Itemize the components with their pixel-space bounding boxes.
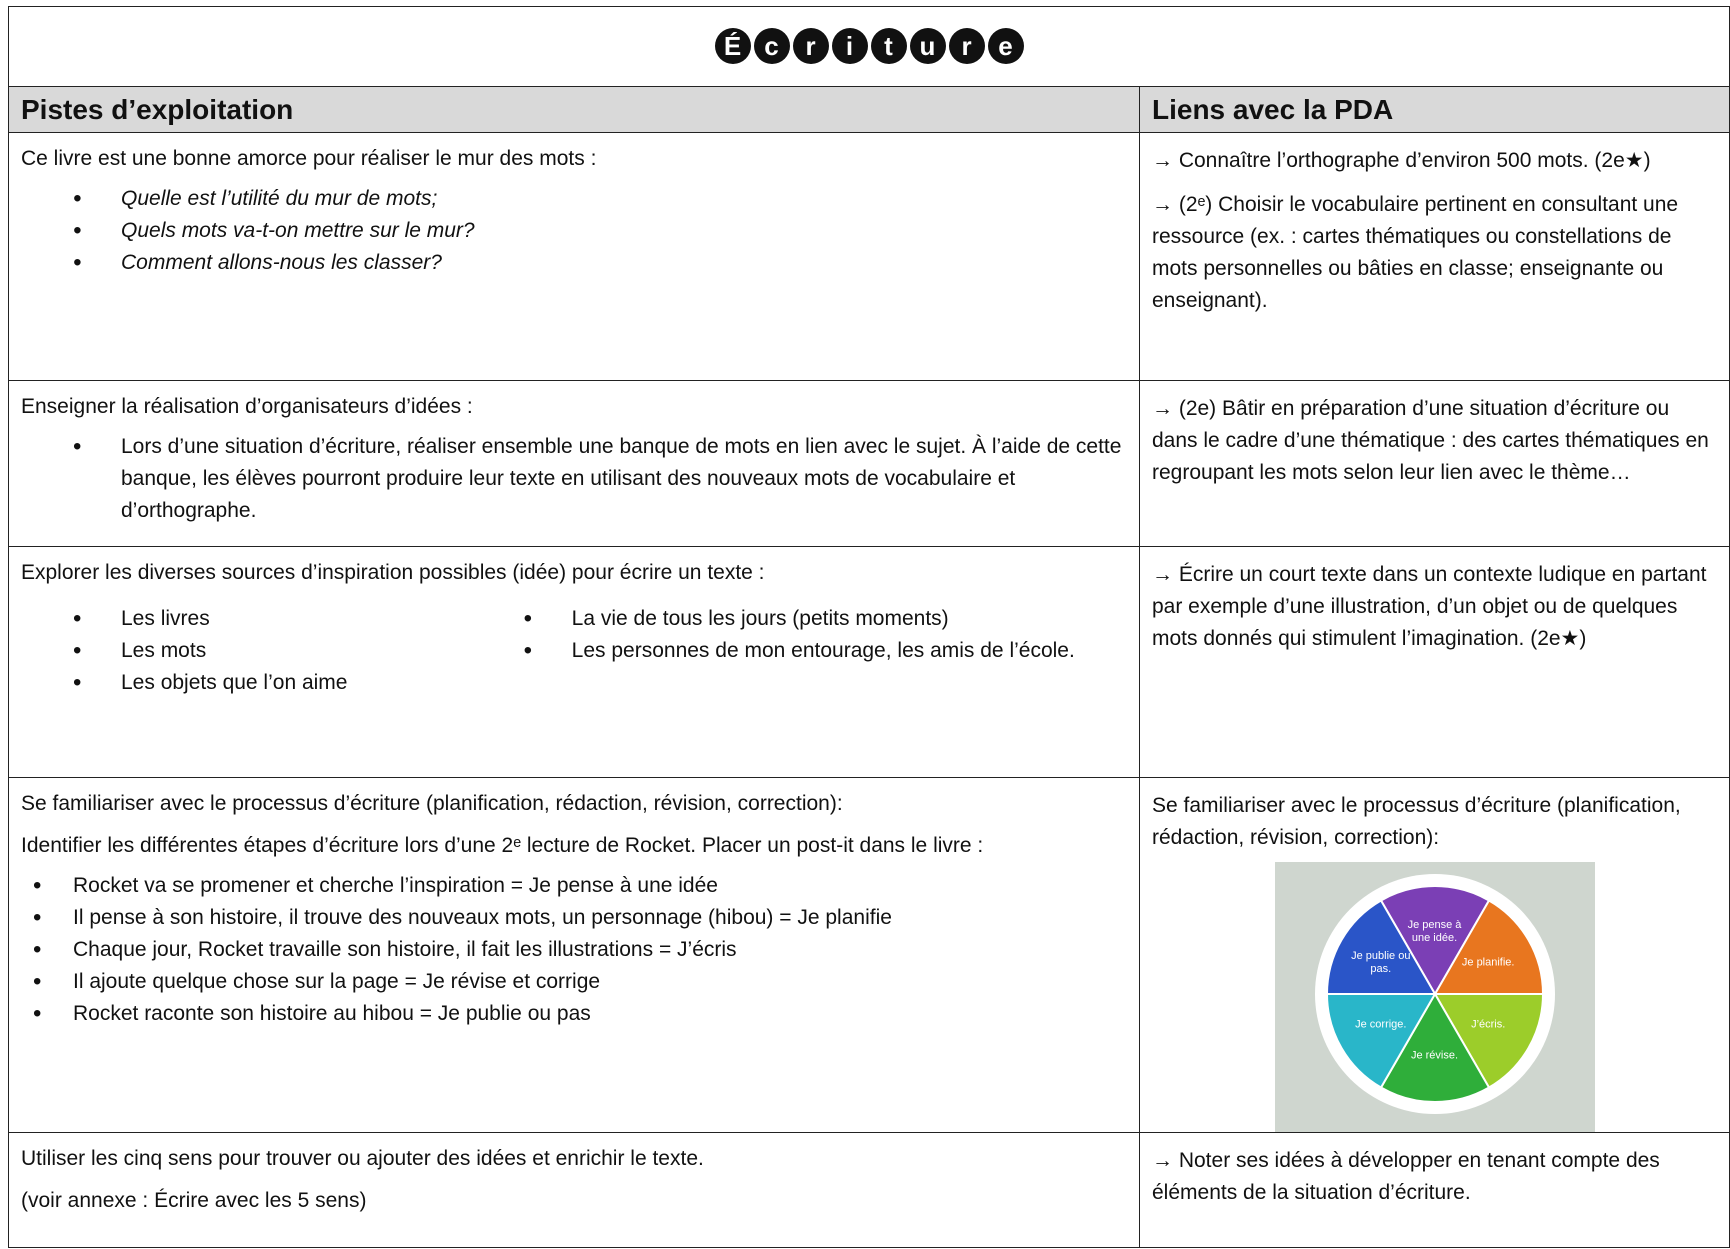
paragraph: Se familiariser avec le processus d’écri… <box>1152 794 1681 849</box>
paragraph: → Noter ses idées à développer en tenant… <box>1152 1149 1660 1204</box>
wheel-label: Je pense à une idée. <box>1407 919 1462 944</box>
cell: Ce livre est une bonne amorce pour réali… <box>8 132 1140 381</box>
paragraph: Identifier les différentes étapes d’écri… <box>21 834 984 857</box>
wheel-segment <box>1432 993 1544 1089</box>
bullet-item: Les mots <box>73 635 518 667</box>
header: Liens avec la PDA <box>1139 86 1730 133</box>
wheel-segment <box>1325 899 1437 995</box>
cell: → (2e) Bâtir en préparation d’une situat… <box>1139 380 1730 547</box>
cell: Se familiariser avec le processus d’écri… <box>8 777 1140 1133</box>
row: Explorer les diverses sources d’inspirat… <box>8 546 1730 778</box>
bullet-list: Lors d’une situation d’écriture, réalise… <box>21 431 1127 527</box>
bullet-item: Rocket raconte son histoire au hibou = J… <box>33 998 1127 1030</box>
paragraph: (voir annexe : Écrire avec les 5 sens) <box>21 1189 367 1212</box>
cell: → Noter ses idées à développer en tenant… <box>1139 1132 1730 1248</box>
cell: → Connaître l’orthographe d’environ 500 … <box>1139 132 1730 381</box>
header: Pistes d’exploitation <box>8 86 1140 133</box>
row: Enseigner la réalisation d’organisateurs… <box>8 380 1730 547</box>
paragraph: → (2ᵉ) Choisir le vocabulaire pertinent … <box>1152 193 1679 312</box>
row: Utiliser les cinq sens pour trouver ou a… <box>8 1132 1730 1248</box>
bullet-list: Les livresLes motsLes objets que l’on ai… <box>21 603 518 699</box>
bullet-list: La vie de tous les jours (petits moments… <box>518 603 1127 699</box>
cell: Explorer les diverses sources d’inspirat… <box>8 546 1140 778</box>
paragraph: → Connaître l’orthographe d’environ 500 … <box>1152 149 1651 172</box>
bullet-item: Rocket va se promener et cherche l’inspi… <box>33 870 1127 902</box>
bullet-item: Les objets que l’on aime <box>73 667 518 699</box>
wheel-label: Je corrige. <box>1355 1018 1407 1031</box>
row: Se familiariser avec le processus d’écri… <box>8 777 1730 1133</box>
cell: Se familiariser avec le processus d’écri… <box>1139 777 1730 1133</box>
paragraph: → Écrire un court texte dans un contexte… <box>1152 563 1707 650</box>
row: Ce livre est une bonne amorce pour réali… <box>8 132 1730 381</box>
wheel-label: J’écris. <box>1471 1018 1506 1031</box>
cell: → Écrire un court texte dans un contexte… <box>1139 546 1730 778</box>
bullet-item: Il ajoute quelque chose sur la page = Je… <box>33 966 1127 998</box>
paragraph: Se familiariser avec le processus d’écri… <box>21 792 843 815</box>
paragraph: Enseigner la réalisation d’organisateurs… <box>21 395 473 418</box>
wheel-segment <box>1432 899 1544 995</box>
bullet-item: La vie de tous les jours (petits moments… <box>524 603 1127 635</box>
paragraph: Utiliser les cinq sens pour trouver ou a… <box>21 1147 704 1170</box>
bullet-columns: Les livresLes motsLes objets que l’on ai… <box>21 597 1127 705</box>
bullet-item: Quelle est l’utilité du mur de mots; <box>73 183 1127 215</box>
paragraph: Explorer les diverses sources d’inspirat… <box>21 561 765 584</box>
wheel-segment <box>1325 993 1437 1089</box>
cell: Enseigner la réalisation d’organisateurs… <box>8 380 1140 547</box>
bullet-item: Les personnes de mon entourage, les amis… <box>524 635 1127 667</box>
wheel-segment <box>1379 885 1490 996</box>
wheel-segment <box>1379 991 1490 1103</box>
bullet-item: Quels mots va-t-on mettre sur le mur? <box>73 215 1127 247</box>
bullet-list: Rocket va se promener et cherche l’inspi… <box>21 870 1127 1030</box>
paragraph: Ce livre est une bonne amorce pour réali… <box>21 147 597 170</box>
paragraph: → (2e) Bâtir en préparation d’une situat… <box>1152 397 1709 484</box>
bullet-item: Comment allons-nous les classer? <box>73 247 1127 279</box>
cell: Utiliser les cinq sens pour trouver ou a… <box>8 1132 1140 1248</box>
wheel-label: Je publie ou pas. <box>1351 950 1411 975</box>
wheel-label: Je planifie. <box>1461 956 1515 969</box>
wheel-label: Je révise. <box>1410 1049 1459 1062</box>
bullet-item: Il pense à son histoire, il trouve des n… <box>33 902 1127 934</box>
bullet-item: Lors d’une situation d’écriture, réalise… <box>73 431 1127 527</box>
bullet-item: Chaque jour, Rocket travaille son histoi… <box>33 934 1127 966</box>
bullet-item: Les livres <box>73 603 518 635</box>
wheel <box>1314 874 1555 1114</box>
image: Je pense à une idée. Je planifie. J’écris.… <box>1274 862 1595 1132</box>
bullet-list: Quelle est l’utilité du mur de mots;Quel… <box>21 183 1127 279</box>
